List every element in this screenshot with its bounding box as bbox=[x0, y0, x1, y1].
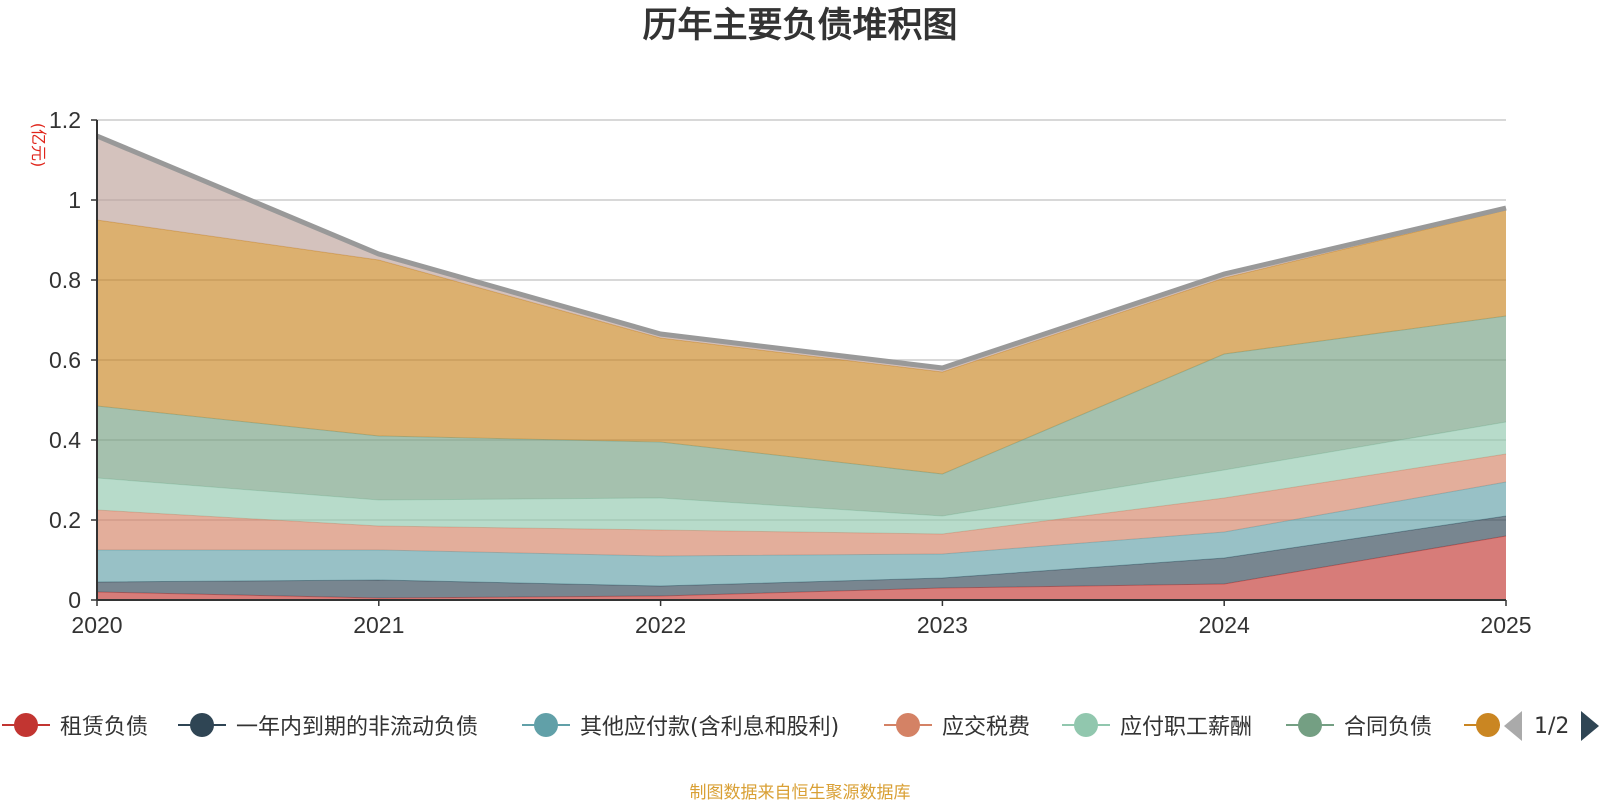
legend-item-7[interactable] bbox=[1462, 710, 1514, 740]
legend-item-2[interactable]: 一年内到期的非流动负债 bbox=[176, 710, 478, 740]
legend-marker-icon bbox=[0, 710, 52, 740]
area-series-5: 应付职工薪酬 bbox=[97, 422, 1506, 534]
legend-item-1[interactable]: 租赁负债 bbox=[0, 710, 148, 740]
legend-item-6[interactable]: 合同负债 bbox=[1284, 710, 1432, 740]
legend: 租赁负债 一年内到期的非流动负债 其他应付款(含利息和股利) 应交税费 应付职工薪酬 合同… bbox=[0, 710, 1600, 750]
area-series-4: 应交税费 bbox=[97, 454, 1506, 556]
legend-marker-icon bbox=[1284, 710, 1336, 740]
x-tick-label: 2020 bbox=[71, 612, 122, 638]
legend-label: 合同负债 bbox=[1344, 715, 1433, 740]
x-tick-label: 2021 bbox=[353, 612, 404, 638]
legend-item-4[interactable]: 应交税费 bbox=[882, 710, 1030, 740]
page-indicator: 1/2 bbox=[1534, 713, 1570, 739]
area-series-1: 租赁负债 bbox=[97, 536, 1506, 600]
x-tick-label: 2022 bbox=[635, 612, 686, 638]
x-tick-label: 2023 bbox=[917, 612, 968, 638]
prev-page-icon[interactable] bbox=[1504, 711, 1522, 741]
next-page-icon[interactable] bbox=[1581, 711, 1600, 741]
legend-label: 其他应付款(含利息和股利) bbox=[580, 715, 840, 740]
legend-marker-icon bbox=[176, 710, 228, 740]
legend-label: 应付职工薪酬 bbox=[1120, 715, 1253, 740]
y-tick-label: 1 bbox=[68, 187, 81, 213]
legend-marker-icon bbox=[1462, 710, 1514, 740]
y-axis-unit-label: (亿元) bbox=[29, 123, 48, 168]
area-series-6: 合同负债 bbox=[97, 316, 1506, 516]
x-tick-label: 2025 bbox=[1480, 612, 1531, 638]
legend-label: 一年内到期的非流动负债 bbox=[236, 715, 479, 740]
x-tick-label: 2024 bbox=[1199, 612, 1250, 638]
legend-marker-icon bbox=[520, 710, 572, 740]
y-tick-label: 0.8 bbox=[49, 267, 81, 293]
legend-label: 租赁负债 bbox=[60, 715, 149, 740]
area-series-7: 应付账款 bbox=[97, 210, 1506, 474]
y-tick-label: 0 bbox=[68, 587, 81, 613]
chart-title: 历年主要负债堆积图 bbox=[642, 6, 958, 45]
area-series-2: 一年内到期的非流动负债 bbox=[97, 516, 1506, 598]
legend-item-3[interactable]: 其他应付款(含利息和股利) bbox=[520, 710, 839, 740]
area-series-3: 其他应付款(含利息和股利) bbox=[97, 482, 1506, 586]
y-tick-label: 0.2 bbox=[49, 507, 81, 533]
legend-marker-icon bbox=[882, 710, 934, 740]
y-tick-label: 1.2 bbox=[49, 107, 81, 133]
total-outline bbox=[96, 133, 1507, 371]
legend-item-5[interactable]: 应付职工薪酬 bbox=[1060, 710, 1252, 740]
data-source-note: 制图数据来自恒生聚源数据库 bbox=[689, 783, 911, 803]
legend-label: 应交税费 bbox=[942, 715, 1031, 740]
y-tick-label: 0.6 bbox=[49, 347, 81, 373]
y-tick-label: 0.4 bbox=[49, 427, 81, 453]
legend-pager: 1/2 bbox=[1500, 710, 1600, 742]
legend-marker-icon bbox=[1060, 710, 1112, 740]
